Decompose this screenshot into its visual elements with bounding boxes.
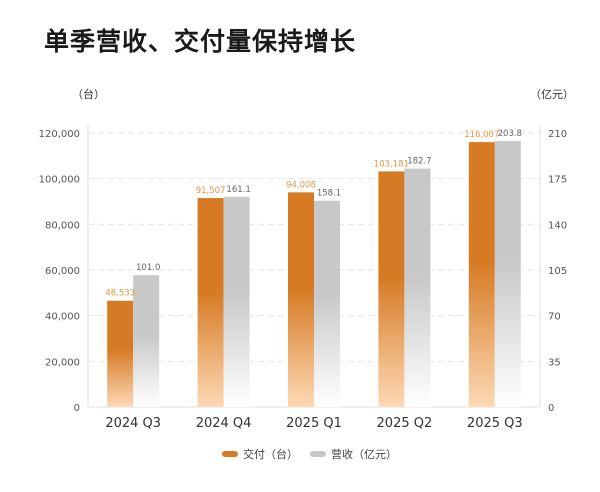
revenue-bar <box>133 275 160 407</box>
right-axis-unit: （亿元） <box>530 88 574 101</box>
revenue-bar <box>314 200 340 407</box>
legend-label-revenue: 营收（亿元） <box>331 447 397 461</box>
delivery-bar <box>288 192 314 407</box>
x-tick-label: 2025 Q1 <box>286 416 342 431</box>
x-tick-label: 2024 Q4 <box>196 416 252 431</box>
right-tick-label: 210 <box>548 129 567 140</box>
delivery-bar <box>468 142 495 407</box>
revenue-data-label: 101.0 <box>136 263 160 273</box>
revenue-data-label: 158.1 <box>317 189 341 199</box>
chart-title: 单季营收、交付量保持增长 <box>44 27 357 56</box>
delivery-data-label: 103,181 <box>374 159 409 169</box>
revenue-data-label: 203.8 <box>498 129 522 139</box>
right-tick-label: 105 <box>548 266 567 277</box>
legend-swatch-deliveries <box>222 451 238 457</box>
delivery-data-label: 116,007 <box>464 130 499 140</box>
left-tick-label: 0 <box>74 403 80 414</box>
left-tick-label: 80,000 <box>45 220 80 231</box>
left-tick-label: 40,000 <box>45 312 80 323</box>
left-tick-label: 20,000 <box>45 357 80 368</box>
delivery-data-label: 94,008 <box>286 180 316 190</box>
delivery-bar <box>378 171 405 407</box>
x-tick-label: 2025 Q2 <box>377 416 433 431</box>
delivery-data-label: 91,507 <box>196 186 226 196</box>
right-tick-label: 70 <box>548 312 561 323</box>
x-tick-label: 2025 Q3 <box>467 416 523 431</box>
left-axis-unit: （台） <box>72 87 105 101</box>
right-tick-label: 175 <box>548 175 567 186</box>
delivery-bar <box>107 300 134 407</box>
left-tick-label: 60,000 <box>45 266 80 277</box>
right-tick-label: 140 <box>548 220 567 231</box>
delivery-bar <box>197 198 224 407</box>
revenue-bar <box>223 196 250 407</box>
left-tick-label: 120,000 <box>39 129 80 140</box>
revenue-data-label: 161.1 <box>226 185 250 195</box>
left-tick-label: 100,000 <box>39 175 80 186</box>
revenue-data-label: 182.7 <box>407 157 431 167</box>
legend-swatch-revenue <box>310 451 326 457</box>
revenue-bar <box>494 141 521 407</box>
revenue-bar <box>404 168 431 407</box>
right-tick-label: 35 <box>548 357 561 368</box>
legend-label-deliveries: 交付（台） <box>243 447 298 461</box>
right-tick-label: 0 <box>548 403 554 414</box>
delivery-data-label: 46,533 <box>105 289 135 299</box>
x-tick-label: 2024 Q3 <box>105 416 161 431</box>
